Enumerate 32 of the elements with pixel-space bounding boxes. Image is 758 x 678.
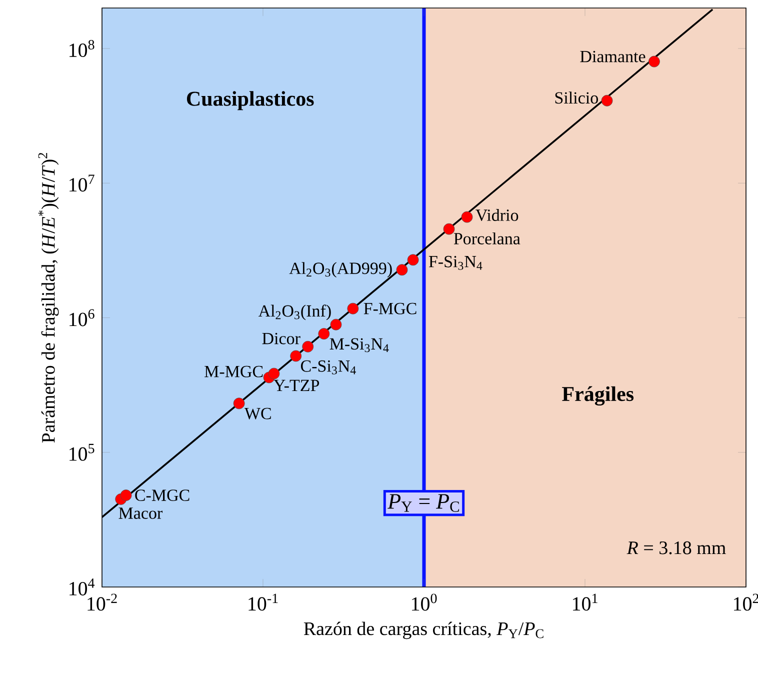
annotation: R = 3.18 mm (626, 541, 726, 554)
x-tick-label: 10$^{2}$ (734, 594, 758, 611)
annotation: Porcelana (454, 232, 520, 244)
x-tick-label: 10$^{-1}$ (248, 594, 278, 611)
y-tick-label: 10$^{7}$ (70, 174, 94, 192)
x-tick-label: 10$^{-2}$ (88, 594, 117, 611)
annotation: WC (244, 408, 271, 420)
x-tick-label: 10$^{1}$ (573, 594, 598, 611)
annotation: F-MGC (364, 302, 416, 314)
y-tick-label: 10$^{4}$ (70, 578, 95, 596)
x-axis-title: Razón de cargas críticas, P$_{Y}$/P$_{C}$ (304, 622, 544, 640)
annotation: Silicio (555, 92, 598, 104)
annotation: Al$_{2}$O$_{3}$(AD999) (289, 262, 392, 278)
x-tick-label: 10$^{0}$ (412, 594, 437, 611)
annotation: F-Si$_{3}$N$_{4}$ (428, 256, 482, 270)
annotation: C-MGC (135, 490, 190, 501)
y-tick-label: 10$^{6}$ (70, 309, 94, 326)
annotation: Dicor (262, 332, 300, 344)
band-label: Cuasiplasticos (186, 91, 314, 110)
y-tick-label: 10$^{8}$ (70, 40, 94, 58)
annotation: Y-TZP (274, 380, 320, 392)
annotation: Vidrio (476, 209, 518, 222)
annotation: C-Si$_{3}$N$_{4}$ (300, 360, 356, 374)
y-tick-label: 10$^{5}$ (70, 444, 94, 461)
annotation: M-MGC (204, 366, 263, 378)
ref-line-label: P$_{Y}$ = P$_{C}$ (388, 494, 459, 512)
text: Parámetro de fragilidad, (H/E$^{*}$)(H/T)$^{2}$ (38, 152, 59, 443)
band-label: Frágiles (562, 386, 634, 406)
annotation: Macor (118, 508, 162, 519)
annotation: M-Si$_{3}$N$_{4}$ (330, 338, 389, 352)
annotation: Diamante (580, 50, 646, 62)
annotation: Al$_{2}$O$_{3}$(Inf) (258, 304, 331, 320)
